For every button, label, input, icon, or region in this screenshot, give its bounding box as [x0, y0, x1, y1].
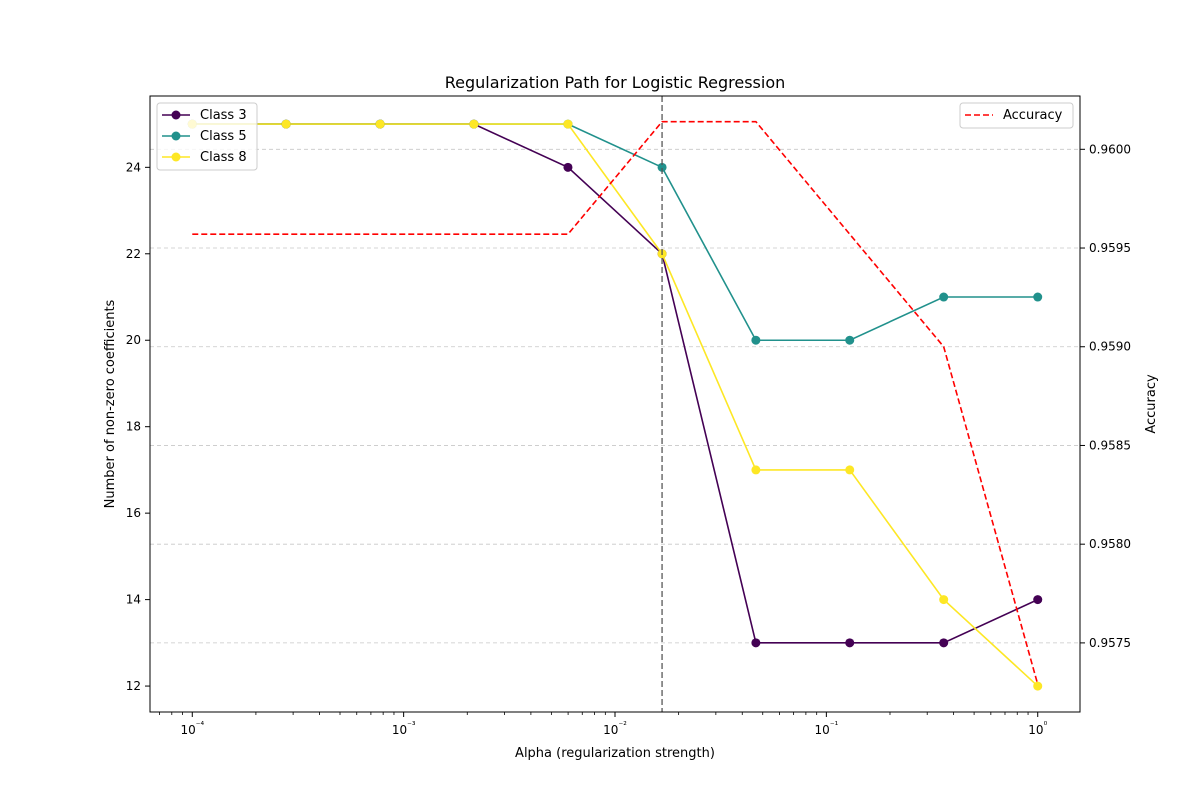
y-tick-label-left: 22	[126, 247, 141, 261]
y-tick-label-right: 0.9600	[1089, 142, 1131, 156]
data-point	[845, 465, 855, 475]
data-point	[939, 638, 949, 648]
legend-marker	[171, 131, 181, 141]
y-tick-label-right: 0.9585	[1089, 438, 1131, 452]
series-line-class-3	[192, 123, 1039, 644]
series-line-class-8	[192, 123, 1039, 687]
y-axis-label-left: Number of non-zero coefficients	[103, 299, 118, 508]
data-point	[939, 595, 949, 605]
y-tick-label-left: 12	[126, 679, 141, 693]
data-point	[657, 162, 667, 172]
data-point	[751, 465, 761, 475]
y-tick-label-left: 24	[126, 160, 141, 174]
data-point	[845, 638, 855, 648]
legend-label: Class 5	[200, 129, 247, 144]
legend-label: Class 8	[200, 150, 247, 165]
legend-label: Class 3	[200, 108, 247, 123]
data-point	[751, 638, 761, 648]
data-point	[563, 119, 573, 129]
series-line-accuracy	[192, 120, 1039, 685]
legend-label: Accuracy	[1003, 108, 1063, 123]
data-point	[563, 162, 573, 172]
data-point	[469, 119, 479, 129]
data-point	[375, 119, 385, 129]
legend-left	[156, 102, 258, 171]
y-tick-label-left: 14	[126, 593, 141, 607]
x-tick-label: 10⁻³	[392, 721, 416, 737]
y-tick-label-left: 18	[126, 420, 141, 434]
y-tick-label-right: 0.9590	[1089, 340, 1131, 354]
y-tick-label-left: 20	[126, 333, 141, 347]
y-axis-label-right: Accuracy	[1144, 374, 1159, 434]
plot-area: 10⁻⁴ 10⁻³ 10⁻² 10⁻¹ 10⁰ 12 14 16 18 20 22 24 0.9575 0…	[126, 95, 1131, 737]
y-tick-label-right: 0.9575	[1089, 636, 1131, 650]
legend-marker	[171, 110, 181, 120]
data-point	[751, 335, 761, 345]
legend-marker	[171, 152, 181, 162]
data-point	[281, 119, 291, 129]
data-point	[1033, 595, 1043, 605]
data-point	[845, 335, 855, 345]
data-point	[1033, 292, 1043, 302]
y-tick-label-right: 0.9595	[1089, 241, 1131, 255]
data-point	[939, 292, 949, 302]
data-point	[1033, 681, 1043, 691]
x-axis-label: Alpha (regularization strength)	[515, 746, 715, 761]
y-tick-label-right: 0.9580	[1089, 537, 1131, 551]
x-tick-label: 10⁻¹	[815, 721, 839, 737]
x-tick-label: 10⁻²	[603, 721, 627, 737]
x-tick-label: 10⁻⁴	[180, 721, 204, 737]
x-tick-label: 10⁰	[1028, 721, 1047, 737]
chart-title: Regularization Path for Logistic Regress…	[445, 73, 786, 92]
y-tick-label-left: 16	[126, 506, 141, 520]
legend-right	[959, 102, 1074, 129]
